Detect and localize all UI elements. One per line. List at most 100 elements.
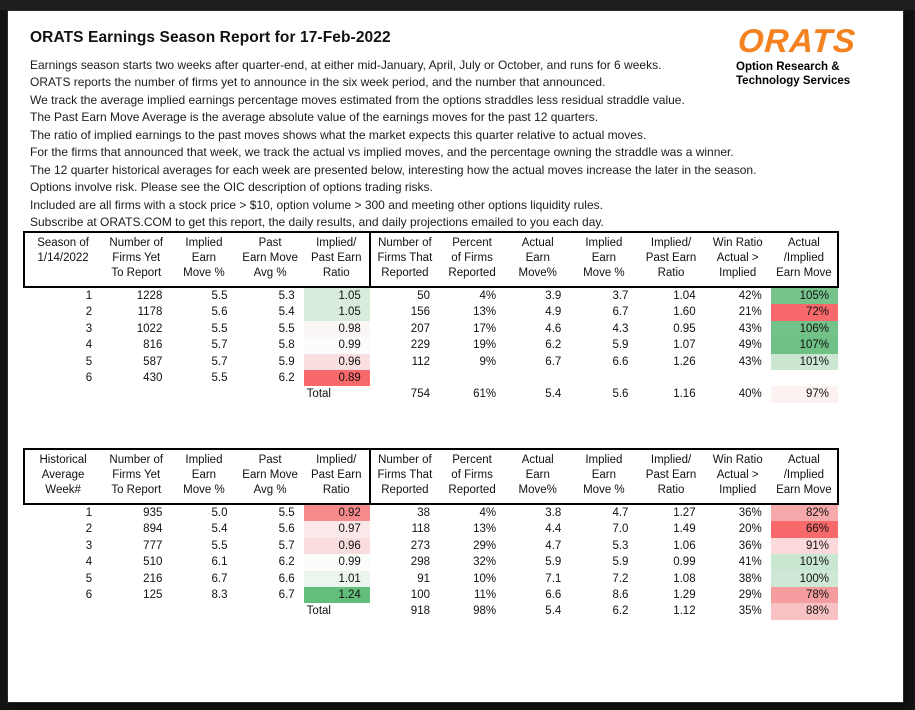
table-row: 1 1228 5.5 5.3 1.05 50 4% 3.9 3.7 1.04 42% 105%	[24, 287, 838, 305]
historical-table-wrap: Historical Average Week# Number of Firms …	[22, 448, 840, 620]
orats-wordmark-icon: ORATS	[736, 22, 858, 59]
table-cell: 5.4	[545, 388, 562, 401]
table-cell: 4.3	[612, 322, 629, 335]
table-cell: 49%	[738, 339, 762, 352]
table-cell	[705, 370, 771, 386]
table-row: 4 510 6.1 6.2 0.99 298 32% 5.9 5.9 0.99 41% 101%	[24, 554, 838, 571]
table-cell: 5.7	[278, 539, 295, 552]
table-cell: 100	[410, 589, 430, 602]
column-header: Actual Earn Move%	[505, 231, 571, 288]
table-cell: 3	[85, 539, 93, 552]
historical-table: Historical Average Week# Number of Firms …	[22, 448, 840, 620]
table-cell: 6.6	[278, 572, 295, 585]
table-cell: 7.2	[612, 572, 629, 585]
table-cell: 5.6	[278, 523, 295, 536]
table-cell: 1.01	[303, 570, 370, 588]
table-cell: 1.49	[673, 523, 696, 536]
table-cell: 4.4	[545, 523, 562, 536]
column-header: Number of Firms That Reported	[368, 231, 439, 288]
intro-line: The 12 quarter historical averages for e…	[30, 162, 757, 177]
column-header: Percent of Firms Reported	[438, 231, 506, 288]
table-cell: 6.2	[545, 339, 562, 352]
table-cell	[370, 370, 439, 386]
table-cell: 1178	[137, 306, 163, 319]
table-cell: Total	[306, 388, 331, 401]
table-cell: 0.96	[303, 353, 370, 371]
table-cell: 78%	[770, 587, 838, 604]
table-cell: 5.5	[211, 322, 228, 335]
table-cell: 3	[85, 322, 93, 335]
table-cell: 5.6	[211, 306, 228, 319]
table-cell: 0.95	[673, 322, 696, 335]
table-row: 6 125 8.3 6.7 1.24 100 11% 6.6 8.6 1.29 29% 78%	[24, 587, 838, 604]
table-cell	[505, 370, 570, 386]
table-cell: 5.5	[211, 539, 228, 552]
table-cell: 11%	[473, 589, 497, 602]
table-cell: 6	[85, 589, 93, 602]
season-table-wrap: Season of 1/14/2022 Number of Firms Yet T…	[22, 231, 840, 403]
table-cell: 0.99	[303, 337, 370, 354]
table-cell: 6.1	[211, 556, 228, 569]
column-header: Actual /Implied Earn Move	[770, 448, 840, 505]
table-cell: 5.4	[211, 523, 228, 536]
table-cell: 8.3	[211, 589, 228, 602]
table-cell: 894	[143, 523, 163, 536]
table-cell: 13%	[473, 523, 497, 536]
table-cell: 6.7	[545, 355, 562, 368]
table-cell	[24, 386, 101, 402]
table-cell: 82%	[770, 504, 838, 522]
table-cell: 0.96	[303, 537, 370, 555]
table-cell: 5.9	[612, 556, 629, 569]
table-cell: 43%	[738, 355, 762, 368]
table-cell: 125	[143, 589, 163, 602]
table-cell: 20%	[738, 523, 762, 536]
intro-line: Subscribe at ORATS.COM to get this repor…	[30, 215, 604, 230]
table-cell	[637, 370, 704, 386]
table-cell: 4.7	[612, 507, 629, 519]
table-cell: 1	[85, 507, 93, 519]
table-cell: 5.5	[278, 322, 295, 335]
table-cell: 4%	[479, 290, 497, 302]
table-row: 5 216 6.7 6.6 1.01 91 10% 7.1 7.2 1.08 38% 100%	[24, 570, 838, 588]
table-cell: 1.16	[673, 388, 696, 401]
table-cell: 40%	[738, 388, 762, 401]
column-header: Implied Earn Move %	[570, 231, 638, 288]
table-cell: 5.5	[211, 372, 228, 385]
table-cell: 2	[85, 523, 93, 536]
table-cell: 1.06	[673, 539, 696, 552]
table-cell: 1.07	[673, 339, 696, 352]
table-cell: 29%	[738, 589, 762, 602]
table-cell: 0.97	[303, 521, 370, 538]
logo-subtitle-line1: Option Research &	[736, 61, 840, 73]
table-cell: 273	[410, 539, 430, 552]
table-cell: 7.1	[545, 572, 562, 585]
table-cell: 298	[410, 556, 430, 569]
table-cell: 6.7	[211, 572, 228, 585]
table-cell: 918	[410, 605, 430, 618]
table-cell: 36%	[738, 539, 762, 552]
table-cell: 6.2	[278, 372, 295, 385]
table-cell: 91%	[770, 537, 838, 555]
table-cell: 21%	[738, 306, 762, 319]
table-cell: 816	[143, 339, 163, 352]
table-cell: 4	[85, 556, 93, 569]
column-header: Past Earn Move Avg %	[236, 231, 304, 288]
table-cell: 1.04	[673, 290, 696, 302]
table-cell: 19%	[473, 339, 497, 352]
table-row: 6 430 5.5 6.2 0.89	[24, 370, 838, 387]
table-cell: 1.26	[673, 355, 696, 368]
table-cell: 5	[85, 355, 93, 368]
intro-paragraph: Earnings season starts two weeks after q…	[30, 57, 757, 232]
column-header: Number of Firms Yet To Report	[101, 448, 172, 505]
table-cell: 1.27	[673, 507, 696, 519]
table-row: 5 587 5.7 5.9 0.96 112 9% 6.7 6.6 1.26 43% 101%	[24, 353, 838, 371]
table-cell: 6	[85, 372, 93, 385]
table-cell: 935	[143, 507, 163, 519]
table-cell: 3.8	[545, 507, 562, 519]
table-cell: 98%	[473, 605, 497, 618]
table-cell	[101, 603, 171, 619]
table-row: 3 777 5.5 5.7 0.96 273 29% 4.7 5.3 1.06 36% 91%	[24, 537, 838, 555]
table-cell: 91	[417, 572, 430, 585]
table-row: 1 935 5.0 5.5 0.92 38 4% 3.8 4.7 1.27 36% 82%	[24, 504, 838, 522]
table-cell: 3.9	[545, 290, 562, 302]
